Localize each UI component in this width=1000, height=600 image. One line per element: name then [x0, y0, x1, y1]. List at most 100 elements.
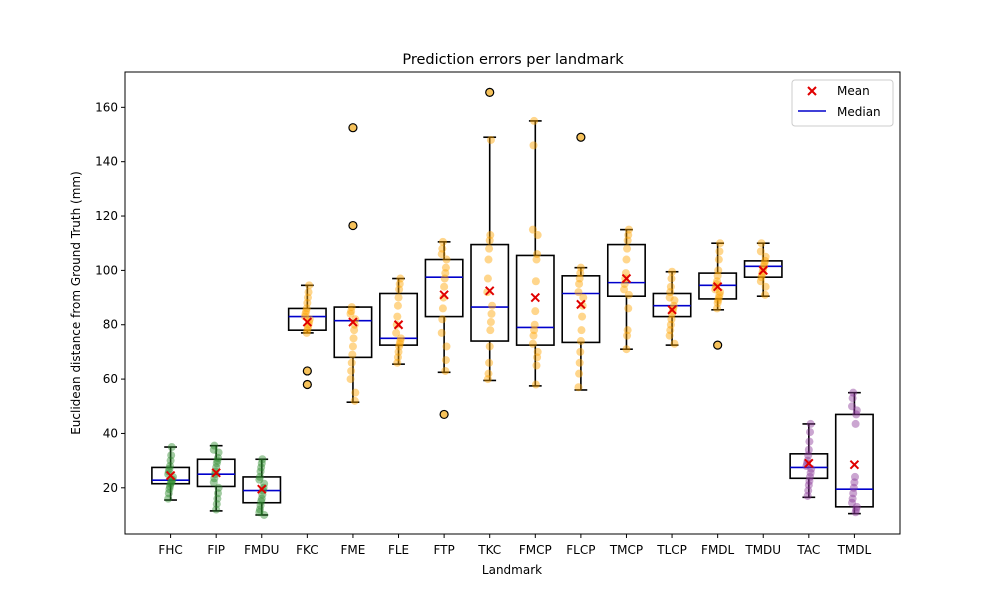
data-point — [260, 510, 269, 519]
mean-marker — [667, 305, 677, 315]
data-point — [806, 419, 815, 428]
data-point — [714, 266, 723, 275]
box-group — [834, 388, 874, 517]
box-group — [789, 419, 829, 500]
data-point — [579, 293, 588, 302]
data-point — [849, 388, 858, 397]
data-point — [667, 274, 676, 283]
data-point — [214, 448, 223, 457]
data-point — [394, 347, 403, 356]
data-point — [350, 396, 359, 405]
box — [470, 243, 510, 342]
data-point — [392, 320, 401, 329]
data-point — [212, 505, 221, 514]
mean-marker — [439, 290, 449, 300]
data-point — [210, 441, 219, 450]
data-point — [531, 380, 540, 389]
data-point — [257, 497, 266, 506]
data-point — [530, 116, 539, 125]
mean-marker — [302, 317, 313, 327]
box-group — [515, 116, 555, 389]
outlier-point — [576, 132, 586, 142]
plot-marks — [151, 87, 874, 519]
data-point — [715, 247, 724, 256]
x-tick-label: FTP — [433, 543, 454, 557]
box — [743, 260, 783, 278]
legend-mean-marker — [807, 86, 817, 96]
data-point — [578, 312, 587, 321]
data-point — [529, 331, 538, 340]
data-point — [575, 358, 584, 367]
data-point — [714, 293, 723, 302]
data-point — [576, 347, 585, 356]
box-group — [242, 455, 282, 519]
x-axis-label: Landmark — [482, 563, 542, 577]
data-point — [396, 337, 405, 346]
data-point — [577, 326, 586, 335]
data-point — [668, 267, 677, 276]
data-point — [533, 250, 542, 259]
mean-marker — [712, 281, 723, 292]
data-point — [441, 269, 450, 278]
data-point — [302, 304, 311, 313]
data-point — [213, 453, 222, 462]
data-point — [301, 309, 310, 318]
data-point — [483, 274, 492, 283]
data-point — [304, 288, 313, 297]
data-point — [393, 312, 402, 321]
legend-frame — [791, 79, 894, 127]
data-point — [487, 309, 496, 318]
x-tick-label: TLCP — [656, 543, 687, 557]
data-point — [756, 247, 765, 256]
data-point — [531, 307, 540, 316]
data-point — [255, 472, 264, 481]
data-point — [620, 285, 629, 294]
data-point — [438, 237, 447, 246]
data-point — [623, 244, 632, 253]
data-point — [165, 482, 174, 491]
data-point — [346, 375, 355, 384]
data-point — [852, 502, 861, 511]
mean-marker — [211, 468, 221, 478]
box-group — [151, 443, 191, 503]
mean-marker — [758, 265, 768, 276]
data-point — [575, 279, 584, 288]
data-point — [486, 231, 495, 240]
data-point — [440, 282, 449, 291]
box-group — [424, 237, 464, 420]
data-point — [395, 285, 404, 294]
data-point — [349, 334, 358, 343]
data-point — [851, 419, 860, 428]
data-point — [851, 508, 860, 517]
box — [515, 254, 555, 346]
x-tick-label: TMDU — [744, 543, 781, 557]
data-point — [851, 472, 860, 481]
data-point — [209, 478, 218, 487]
data-point — [395, 339, 404, 348]
mean-marker — [257, 484, 267, 494]
data-point — [670, 339, 679, 348]
box-group — [333, 123, 373, 405]
data-point — [666, 320, 675, 329]
data-point — [804, 481, 813, 490]
data-point — [485, 342, 494, 351]
data-point — [486, 326, 495, 335]
box — [561, 275, 601, 344]
data-point — [303, 299, 312, 307]
data-point — [574, 383, 583, 392]
data-point — [574, 288, 583, 297]
mean-marker — [165, 470, 176, 481]
data-point — [441, 366, 450, 375]
x-axis: FHC FIP FMDU FKC FME FLE FTP TKC FMCP FLCP TMCP TLC… — [158, 534, 872, 557]
outlier-point — [485, 87, 495, 97]
data-point — [437, 250, 446, 259]
data-point — [716, 239, 725, 248]
data-point — [806, 468, 815, 477]
box-group — [698, 239, 738, 350]
data-point — [803, 459, 812, 468]
data-point — [213, 494, 222, 503]
data-point — [848, 494, 857, 503]
data-point — [393, 301, 402, 310]
data-point — [622, 255, 631, 264]
